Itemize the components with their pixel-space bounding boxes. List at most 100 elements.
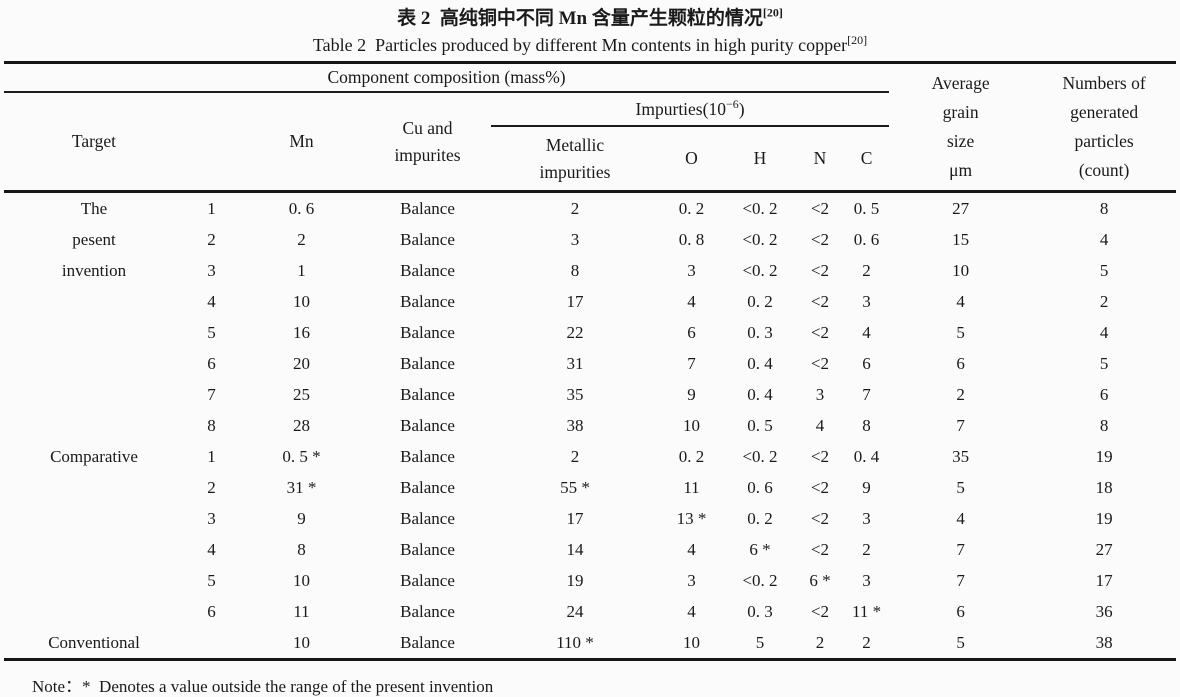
- cell-metallic-impurities: 38: [566, 416, 584, 435]
- cell-grain-size: 5: [956, 478, 965, 497]
- cell-carbon: 2: [862, 540, 871, 559]
- table-row: 7 25 Balance 35 9 0. 4 3 7 2 6: [4, 379, 1176, 410]
- cell-carbon: 3: [862, 571, 871, 590]
- cell-cu-and-impurites: Balance: [400, 385, 455, 404]
- cell-particle-count: 19: [1095, 509, 1113, 528]
- cell-metallic-impurities: 17: [566, 292, 584, 311]
- cell-metallic-impurities: 31: [566, 354, 584, 373]
- cell-nitrogen: 3: [815, 385, 825, 404]
- cell-metallic-impurities: 17: [566, 509, 584, 528]
- cell-cu-and-impurites: Balance: [400, 540, 455, 559]
- cell-hydrogen: 0. 5: [747, 416, 773, 435]
- cell-nitrogen: 4: [815, 416, 825, 435]
- cell-target: [4, 379, 184, 410]
- table-body: The 1 0. 6 Balance 2 0. 2 <0. 2 <2 0. 5 …: [4, 192, 1176, 660]
- cell-cu-and-impurites: Balance: [400, 292, 455, 311]
- header-component-composition: Component composition (mass%): [4, 62, 890, 93]
- cell-sample-number: 2: [207, 478, 216, 497]
- cell-mn-content: 8: [297, 540, 306, 559]
- cell-grain-size: 10: [952, 261, 970, 280]
- cell-sample-number: 1: [207, 447, 216, 466]
- cell-mn-content: 16: [293, 323, 310, 342]
- cell-nitrogen: <2: [810, 354, 830, 373]
- cell-target: Comparative: [50, 447, 138, 466]
- table-row: invention 3 1 Balance 8 3 <0. 2 <2 2 10 …: [4, 255, 1176, 286]
- cell-carbon: 11 *: [851, 602, 882, 621]
- table-row: Conventional 10 Balance 110 * 10 5 2 2 5…: [4, 627, 1176, 660]
- cell-mn-content: 20: [293, 354, 310, 373]
- table-row: 8 28 Balance 38 10 0. 5 4 8 7 8: [4, 410, 1176, 441]
- header-target: Target: [4, 92, 184, 193]
- header-hydrogen: H: [724, 126, 796, 193]
- cell-hydrogen: 0. 6: [747, 478, 773, 497]
- cell-cu-and-impurites: Balance: [400, 416, 455, 435]
- header-impurities-close: ): [738, 98, 745, 119]
- cell-cu-and-impurites: Balance: [400, 447, 455, 466]
- cell-mn-content: 10: [293, 571, 310, 590]
- cell-carbon: 0. 6: [853, 230, 880, 249]
- cell-hydrogen: 0. 4: [747, 354, 773, 373]
- cell-nitrogen: <2: [810, 261, 830, 280]
- cell-nitrogen: <2: [810, 540, 830, 559]
- cell-grain-size: 6: [956, 354, 965, 373]
- header-impurities-exponent: −6: [725, 96, 739, 111]
- cell-nitrogen: <2: [810, 292, 830, 311]
- cell-metallic-impurities: 110 *: [556, 633, 594, 652]
- cell-nitrogen: <2: [810, 230, 830, 249]
- cell-particle-count: 4: [1099, 230, 1109, 249]
- cell-oxygen: 4: [687, 602, 696, 621]
- cell-mn-content: 0. 6: [288, 199, 315, 218]
- table-row: 4 8 Balance 14 4 6 * <2 2 7 27: [4, 534, 1176, 565]
- cell-grain-size: 35: [952, 447, 970, 466]
- cell-mn-content: 28: [293, 416, 310, 435]
- cell-hydrogen: 0. 2: [747, 509, 773, 528]
- cell-metallic-impurities: 55 *: [560, 478, 590, 497]
- cell-oxygen: 3: [687, 571, 696, 590]
- table-row: 5 10 Balance 19 3 <0. 2 6 * 3 7 17: [4, 565, 1176, 596]
- cell-sample-number: 8: [207, 416, 216, 435]
- cell-sample-number: 5: [207, 571, 216, 590]
- cell-hydrogen: <0. 2: [742, 261, 778, 280]
- cell-carbon: 0. 4: [853, 447, 880, 466]
- cell-cu-and-impurites: Balance: [400, 323, 455, 342]
- cell-mn-content: 31 *: [286, 478, 317, 497]
- cell-cu-and-impurites: Balance: [400, 261, 455, 280]
- table-row: 5 16 Balance 22 6 0. 3 <2 4 5 4: [4, 317, 1176, 348]
- cell-carbon: 3: [862, 292, 871, 311]
- cell-grain-size: 4: [956, 292, 965, 311]
- caption-english-text: Table 2 Particles produced by different …: [312, 35, 848, 55]
- table-row: 6 11 Balance 24 4 0. 3 <2 11 * 6 36: [4, 596, 1176, 627]
- cell-target: The: [80, 199, 108, 218]
- cell-cu-and-impurites: Balance: [400, 354, 455, 373]
- cell-nitrogen: <2: [810, 199, 830, 218]
- cell-cu-and-impurites: Balance: [400, 633, 455, 652]
- cell-oxygen: 4: [687, 540, 696, 559]
- cell-carbon: 0. 5: [853, 199, 880, 218]
- cell-particle-count: 8: [1099, 416, 1109, 435]
- cell-hydrogen: 5: [755, 633, 765, 652]
- cell-hydrogen: 6 *: [749, 540, 771, 559]
- cell-metallic-impurities: 24: [566, 602, 584, 621]
- cell-sample-number: 3: [207, 509, 216, 528]
- cell-grain-size: 5: [956, 323, 965, 342]
- cell-hydrogen: 0. 4: [747, 385, 773, 404]
- cell-target: pesent: [72, 230, 116, 249]
- cell-metallic-impurities: 22: [566, 323, 584, 342]
- cell-metallic-impurities: 8: [570, 261, 580, 280]
- cell-sample-number: [184, 627, 239, 660]
- cell-particle-count: 36: [1095, 602, 1113, 621]
- cell-particle-count: 17: [1095, 571, 1113, 590]
- caption-chinese-text: 表 2 高纯铜中不同 Mn 含量产生颗粒的情况: [397, 8, 763, 29]
- cell-oxygen: 13 *: [676, 509, 707, 528]
- header-impurities-label: Impurties(10: [635, 98, 726, 119]
- cell-particle-count: 27: [1095, 540, 1113, 559]
- cell-cu-and-impurites: Balance: [400, 230, 455, 249]
- cell-grain-size: 2: [956, 385, 965, 404]
- cell-sample-number: 4: [207, 540, 216, 559]
- cell-particle-count: 19: [1095, 447, 1113, 466]
- cell-target: [4, 534, 184, 565]
- cell-nitrogen: <2: [810, 509, 830, 528]
- cell-oxygen: 0. 8: [678, 230, 705, 249]
- caption-chinese-reference: [20]: [762, 5, 783, 20]
- cell-nitrogen: <2: [810, 478, 830, 497]
